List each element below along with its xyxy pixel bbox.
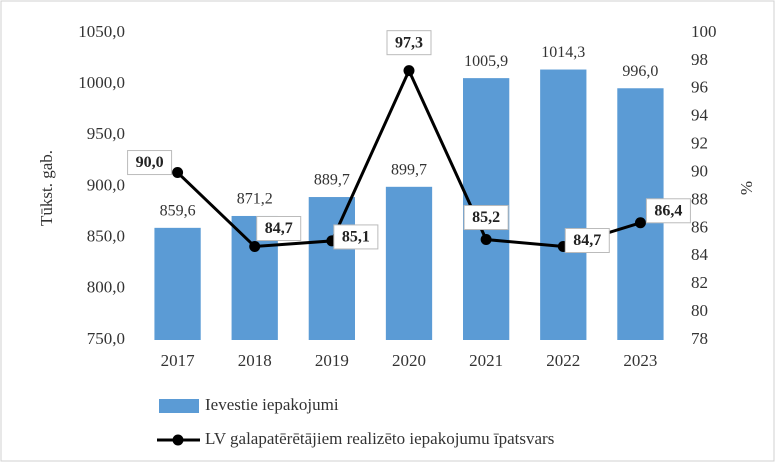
line-marker bbox=[480, 234, 492, 246]
legend-label: LV galapatērētājiem realizēto iepakojumu… bbox=[205, 429, 554, 448]
y2-tick-label: 88 bbox=[691, 189, 708, 208]
line-value-label: 86,4 bbox=[654, 202, 682, 219]
line-marker bbox=[172, 167, 184, 179]
bar bbox=[308, 197, 355, 340]
bar-value-label: 1014,3 bbox=[541, 44, 585, 61]
bar bbox=[540, 69, 587, 341]
bar-value-label: 871,2 bbox=[237, 191, 273, 208]
y-tick-label: 1050,0 bbox=[78, 22, 125, 41]
bar-value-label: 859,6 bbox=[160, 203, 196, 220]
y-tick-label: 750,0 bbox=[87, 329, 125, 348]
y2-tick-label: 82 bbox=[691, 273, 708, 292]
x-tick-label: 2018 bbox=[238, 351, 272, 370]
line-label-box bbox=[386, 30, 432, 56]
y2-tick-label: 84 bbox=[691, 245, 709, 264]
line-marker bbox=[249, 241, 261, 253]
x-tick-label: 2019 bbox=[315, 351, 349, 370]
line-label-box bbox=[463, 205, 509, 231]
bar-value-label: 899,7 bbox=[391, 161, 427, 178]
y2-tick-label: 96 bbox=[691, 78, 708, 97]
x-tick-label: 2017 bbox=[161, 351, 196, 370]
y-tick-label: 900,0 bbox=[87, 175, 125, 194]
y-tick-label: 950,0 bbox=[87, 124, 125, 143]
y-tick-label: 1000,0 bbox=[78, 73, 125, 92]
y2-tick-label: 92 bbox=[691, 134, 708, 153]
line-value-label: 84,7 bbox=[573, 232, 601, 249]
y2-tick-label: 90 bbox=[691, 161, 708, 180]
x-tick-label: 2020 bbox=[392, 351, 426, 370]
y2-axis-title: % bbox=[737, 181, 756, 195]
line-label-box bbox=[645, 198, 691, 224]
y-tick-label: 800,0 bbox=[87, 278, 125, 297]
legend-label: Ievestie iepakojumi bbox=[205, 395, 339, 414]
line-value-label: 84,7 bbox=[265, 220, 293, 237]
x-tick-label: 2021 bbox=[469, 351, 503, 370]
bar bbox=[154, 227, 201, 340]
line-value-label: 85,2 bbox=[472, 209, 500, 226]
x-tick-label: 2022 bbox=[546, 351, 580, 370]
y2-tick-label: 80 bbox=[691, 301, 708, 320]
y-axis-title: Tūkst. gab. bbox=[37, 150, 56, 226]
line-value-label: 90,0 bbox=[136, 154, 164, 171]
line-marker bbox=[403, 65, 415, 77]
line-marker bbox=[634, 217, 646, 229]
bar-value-label: 1005,9 bbox=[464, 53, 508, 70]
line-label-box bbox=[333, 224, 379, 250]
legend-swatch bbox=[159, 399, 199, 413]
y2-tick-label: 86 bbox=[691, 217, 708, 236]
line-label-box bbox=[256, 216, 302, 242]
legend-marker bbox=[172, 434, 184, 446]
line-label-box bbox=[564, 228, 610, 254]
bar-value-label: 889,7 bbox=[314, 172, 350, 189]
bar bbox=[385, 186, 433, 340]
line-value-label: 85,1 bbox=[342, 229, 370, 246]
y2-tick-label: 100 bbox=[691, 22, 717, 41]
y2-tick-label: 98 bbox=[691, 50, 708, 69]
y2-tick-label: 94 bbox=[691, 106, 709, 125]
bar-value-label: 996,0 bbox=[622, 63, 658, 80]
y-tick-label: 850,0 bbox=[87, 227, 125, 246]
x-tick-label: 2023 bbox=[623, 351, 657, 370]
line-value-label: 97,3 bbox=[395, 34, 423, 51]
y2-tick-label: 78 bbox=[691, 329, 708, 348]
line-label-box bbox=[127, 150, 173, 176]
